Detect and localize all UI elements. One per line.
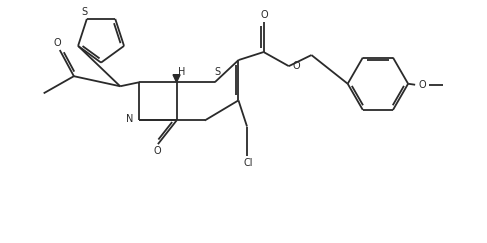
Text: O: O: [153, 146, 161, 156]
Text: S: S: [81, 7, 87, 17]
Text: O: O: [261, 10, 268, 20]
Text: O: O: [418, 80, 426, 90]
Text: N: N: [126, 114, 133, 124]
Polygon shape: [173, 75, 180, 82]
Text: S: S: [214, 67, 221, 77]
Text: H: H: [178, 67, 185, 77]
Text: O: O: [292, 61, 300, 71]
Text: Cl: Cl: [244, 158, 253, 168]
Text: O: O: [54, 38, 61, 48]
